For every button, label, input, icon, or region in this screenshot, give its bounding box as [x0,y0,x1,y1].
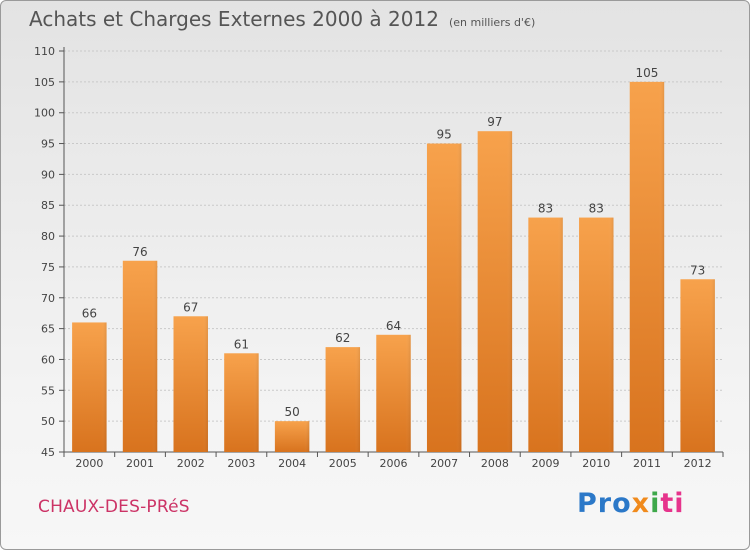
y-tick-label: 75 [41,261,55,274]
y-tick-label: 55 [41,384,55,397]
bar-value-label: 95 [437,128,452,142]
logo-part: ti [660,488,685,519]
bar-value-label: 73 [690,263,705,277]
bar-shade [274,421,310,452]
y-tick-label: 80 [41,230,55,243]
logo-part: x [631,488,651,519]
bar-shade [122,260,158,452]
bar-value-label: 62 [335,331,350,345]
y-tick-label: 50 [41,415,55,428]
x-tick-label: 2005 [329,457,357,470]
commune-name: CHAUX-DES-PRéS [38,497,190,517]
y-tick-label: 85 [41,199,55,212]
x-tick-label: 2012 [684,457,712,470]
y-tick-label: 95 [41,138,55,151]
x-tick-label: 2002 [177,457,205,470]
bar-value-label: 83 [589,202,604,216]
bar-value-label: 76 [132,245,147,259]
y-tick-label: 110 [34,45,55,58]
x-tick-label: 2011 [633,457,661,470]
bar-shade [477,131,513,452]
x-tick-label: 2000 [75,457,103,470]
y-tick-label: 60 [41,353,55,366]
bar-shade [72,322,107,452]
bar-shade [680,279,715,452]
x-tick-label: 2007 [430,457,458,470]
bar-shade [224,353,259,452]
bar-shade [376,334,411,452]
bar-value-label: 67 [183,300,198,314]
y-tick-label: 100 [34,107,55,120]
y-tick-label: 45 [41,446,55,459]
x-tick-label: 2009 [532,457,560,470]
bar-shade [173,316,208,452]
x-tick-label: 2003 [227,457,255,470]
bar-value-label: 83 [538,202,553,216]
logo-part: i [650,488,661,519]
y-tick-label: 70 [41,292,55,305]
x-tick-label: 2001 [126,457,154,470]
logo-part: Pro [577,488,632,519]
bars [72,81,715,453]
bar-shade [579,217,614,452]
y-tick-label: 105 [34,76,55,89]
bar-value-label: 97 [487,115,502,129]
x-tick-label: 2008 [481,457,509,470]
x-tick-label: 2010 [582,457,610,470]
bar-shade [629,81,665,452]
chart-subtitle: (en milliers d'€) [448,16,536,29]
bar-value-label: 61 [234,337,249,351]
bar-value-label: 66 [82,306,97,320]
y-tick-label: 90 [41,168,55,181]
bar-value-label: 50 [284,405,299,419]
x-tick-label: 2006 [380,457,408,470]
bar-value-label: 64 [386,319,401,333]
bar-value-label: 105 [636,66,659,80]
labels: 45 50 55 60 65 70 75 80 85 90 95 100 105 110 66 2000 76 2… [34,45,712,470]
chart-title-text: Achats et Charges Externes 2000 à 2012 [29,7,439,31]
chart-title: Achats et Charges Externes 2000 à 2012 (e… [29,7,535,31]
x-tick-label: 2004 [278,457,306,470]
bar-shade [325,347,361,452]
bar-shade [528,217,563,452]
bar-shade [426,143,462,453]
y-tick-label: 65 [41,323,55,336]
proxiti-logo: Proxiti [577,488,685,519]
